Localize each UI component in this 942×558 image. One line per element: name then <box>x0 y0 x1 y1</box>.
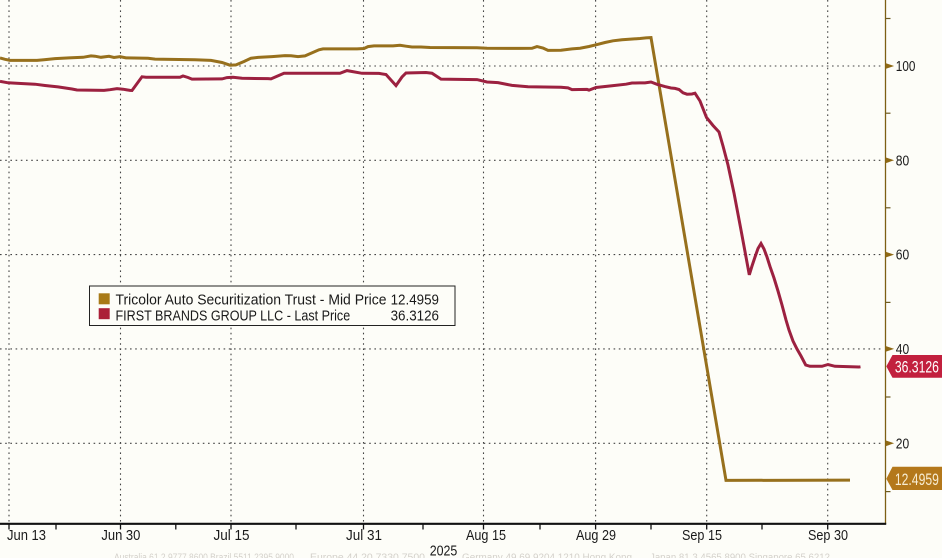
svg-text:20: 20 <box>896 436 909 452</box>
svg-text:Australia 61 2 9777 8600 Brazi: Australia 61 2 9777 8600 Brazil 5511 239… <box>114 553 294 558</box>
svg-text:36.3126: 36.3126 <box>391 308 439 324</box>
svg-text:12.4959: 12.4959 <box>391 292 439 308</box>
svg-text:Europe 44 20 7330 7500: Europe 44 20 7330 7500 <box>310 553 425 558</box>
svg-text:2025: 2025 <box>430 544 458 558</box>
svg-text:FIRST BRANDS GROUP LLC - Last: FIRST BRANDS GROUP LLC - Last Price <box>116 308 351 324</box>
svg-text:Aug 29: Aug 29 <box>576 528 616 544</box>
svg-text:80: 80 <box>896 153 909 169</box>
svg-text:Tricolor Auto Securitization T: Tricolor Auto Securitization Trust - Mid… <box>116 292 387 308</box>
svg-text:Sep 15: Sep 15 <box>682 528 722 544</box>
svg-text:Jun 13: Jun 13 <box>7 528 46 544</box>
svg-text:Jul 31: Jul 31 <box>346 528 382 544</box>
svg-text:Aug 15: Aug 15 <box>466 528 506 544</box>
svg-text:60: 60 <box>896 248 909 264</box>
svg-text:36.3126: 36.3126 <box>895 358 939 377</box>
svg-text:40: 40 <box>896 342 909 358</box>
svg-text:Japan 81 3 4565 8900 Singapore: Japan 81 3 4565 8900 Singapore 65 6212 <box>650 553 830 558</box>
svg-text:12.4959: 12.4959 <box>895 470 939 489</box>
svg-text:Jul 15: Jul 15 <box>214 528 250 544</box>
svg-text:Jun 30: Jun 30 <box>101 528 140 544</box>
svg-text:100: 100 <box>896 59 916 75</box>
svg-text:Sep 30: Sep 30 <box>808 528 848 544</box>
svg-text:Germany 49 69 9204 1210 Hong K: Germany 49 69 9204 1210 Hong Kong <box>462 553 632 558</box>
